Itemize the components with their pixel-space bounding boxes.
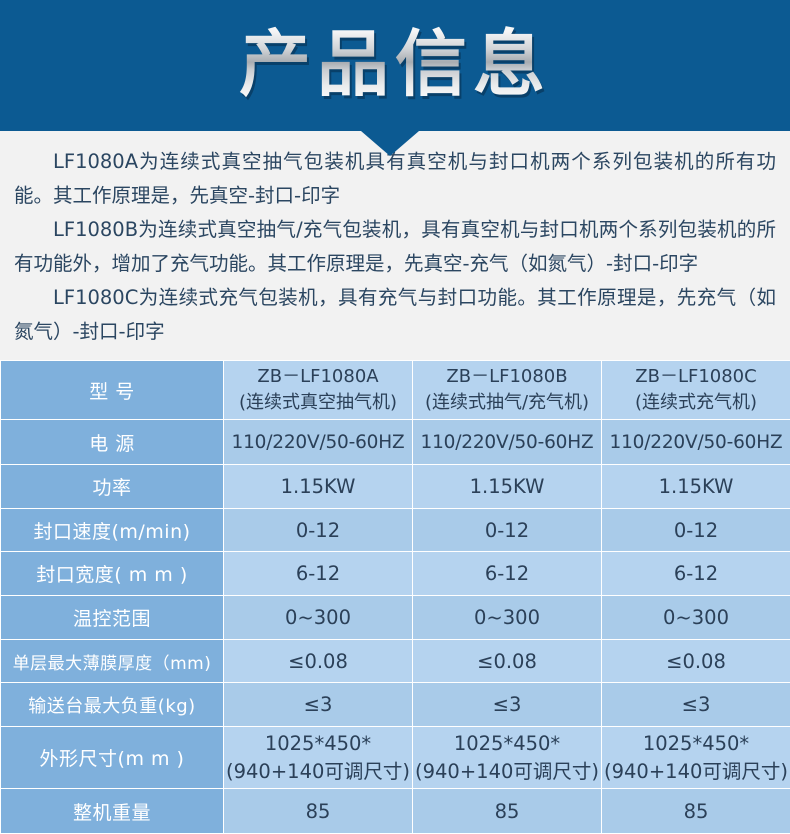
cell-line-2: (940+140可调尺寸)	[604, 758, 788, 786]
spec-label-seal-speed: 封口速度(m/min)	[1, 509, 224, 552]
spec-value-seal-width-c: 6-12	[602, 552, 790, 596]
table-row: 整机重量 85 85 85	[1, 789, 790, 834]
cell-line-1: ZB－LF1080B	[415, 364, 599, 390]
cell-line-2: (连续式抽气/充气机)	[415, 390, 599, 416]
cell-line-2: (连续式充气机)	[604, 390, 788, 416]
spec-label-seal-width: 封口宽度( m m )	[1, 552, 224, 596]
spec-label-film-thickness: 单层最大薄膜厚度（mm)	[1, 640, 224, 683]
table-row: 功率 1.15KW 1.15KW 1.15KW	[1, 465, 790, 509]
spec-value-temperature-range-b: 0~300	[413, 596, 602, 640]
table-row: 温控范围 0~300 0~300 0~300	[1, 596, 790, 640]
spec-label-wattage: 功率	[1, 465, 224, 509]
spec-label-max-load: 输送台最大负重(kg)	[1, 683, 224, 727]
spec-value-net-weight-c: 85	[602, 789, 790, 834]
spec-value-wattage-a: 1.15KW	[224, 465, 413, 509]
table-row: 外形尺寸(m m ) 1025*450* (940+140可调尺寸) 1025*…	[1, 727, 790, 789]
spec-value-film-thickness-c: ≤0.08	[602, 640, 790, 683]
table-row: 封口宽度( m m ) 6-12 6-12 6-12	[1, 552, 790, 596]
spec-value-max-load-b: ≤3	[413, 683, 602, 727]
spec-value-dimensions-a: 1025*450* (940+140可调尺寸)	[224, 727, 413, 789]
table-row: 单层最大薄膜厚度（mm) ≤0.08 ≤0.08 ≤0.08	[1, 640, 790, 683]
spec-label-temperature-range: 温控范围	[1, 596, 224, 640]
spec-value-seal-speed-c: 0-12	[602, 509, 790, 552]
spec-label-power-supply: 电 源	[1, 420, 224, 465]
description-paragraph-b: LF1080B为连续式真空抽气/充气包装机，具有真空机与封口机两个系列包装机的所…	[14, 213, 776, 281]
spec-value-seal-speed-a: 0-12	[224, 509, 413, 552]
cell-line-2: (940+140可调尺寸)	[226, 758, 410, 786]
spec-value-wattage-c: 1.15KW	[602, 465, 790, 509]
spec-value-max-load-c: ≤3	[602, 683, 790, 727]
spec-value-dimensions-c: 1025*450* (940+140可调尺寸)	[602, 727, 790, 789]
page-header-banner: 产品信息	[0, 0, 790, 131]
spec-value-dimensions-b: 1025*450* (940+140可调尺寸)	[413, 727, 602, 789]
spec-value-net-weight-b: 85	[413, 789, 602, 834]
spec-value-seal-speed-b: 0-12	[413, 509, 602, 552]
spec-value-temperature-range-a: 0~300	[224, 596, 413, 640]
product-description: LF1080A为连续式真空抽气包装机具有真空机与封口机两个系列包装机的所有功能。…	[0, 131, 790, 351]
spec-value-power-supply-c: 110/220V/50-60HZ	[602, 420, 790, 465]
spec-value-film-thickness-b: ≤0.08	[413, 640, 602, 683]
spec-value-wattage-b: 1.15KW	[413, 465, 602, 509]
specification-table: 型 号 ZB－LF1080A (连续式真空抽气机) ZB－LF1080B (连续…	[0, 360, 790, 834]
table-row: 输送台最大负重(kg) ≤3 ≤3 ≤3	[1, 683, 790, 727]
spec-label-dimensions: 外形尺寸(m m )	[1, 727, 224, 789]
cell-line-1: ZB－LF1080C	[604, 364, 788, 390]
table-row: 型 号 ZB－LF1080A (连续式真空抽气机) ZB－LF1080B (连续…	[1, 361, 790, 420]
cell-line-2: (940+140可调尺寸)	[415, 758, 599, 786]
table-row: 电 源 110/220V/50-60HZ 110/220V/50-60HZ 11…	[1, 420, 790, 465]
spec-value-model-a: ZB－LF1080A (连续式真空抽气机)	[224, 361, 413, 420]
banner-notch-arrow	[361, 131, 419, 156]
spec-label-net-weight: 整机重量	[1, 789, 224, 834]
table-row: 封口速度(m/min) 0-12 0-12 0-12	[1, 509, 790, 552]
spec-value-temperature-range-c: 0~300	[602, 596, 790, 640]
description-paragraph-c: LF1080C为连续式充气包装机，具有充气与封口功能。其工作原理是，先充气（如氮…	[14, 281, 776, 349]
spec-value-net-weight-a: 85	[224, 789, 413, 834]
spec-value-film-thickness-a: ≤0.08	[224, 640, 413, 683]
spec-value-seal-width-a: 6-12	[224, 552, 413, 596]
spec-value-seal-width-b: 6-12	[413, 552, 602, 596]
spec-value-power-supply-a: 110/220V/50-60HZ	[224, 420, 413, 465]
cell-line-1: 1025*450*	[415, 730, 599, 758]
cell-line-2: (连续式真空抽气机)	[226, 390, 410, 416]
spec-label-model: 型 号	[1, 361, 224, 420]
spec-value-max-load-a: ≤3	[224, 683, 413, 727]
cell-line-1: 1025*450*	[226, 730, 410, 758]
spec-value-model-c: ZB－LF1080C (连续式充气机)	[602, 361, 790, 420]
cell-line-1: 1025*450*	[604, 730, 788, 758]
spec-value-power-supply-b: 110/220V/50-60HZ	[413, 420, 602, 465]
page-title: 产品信息	[0, 16, 790, 112]
cell-line-1: ZB－LF1080A	[226, 364, 410, 390]
spec-value-model-b: ZB－LF1080B (连续式抽气/充气机)	[413, 361, 602, 420]
